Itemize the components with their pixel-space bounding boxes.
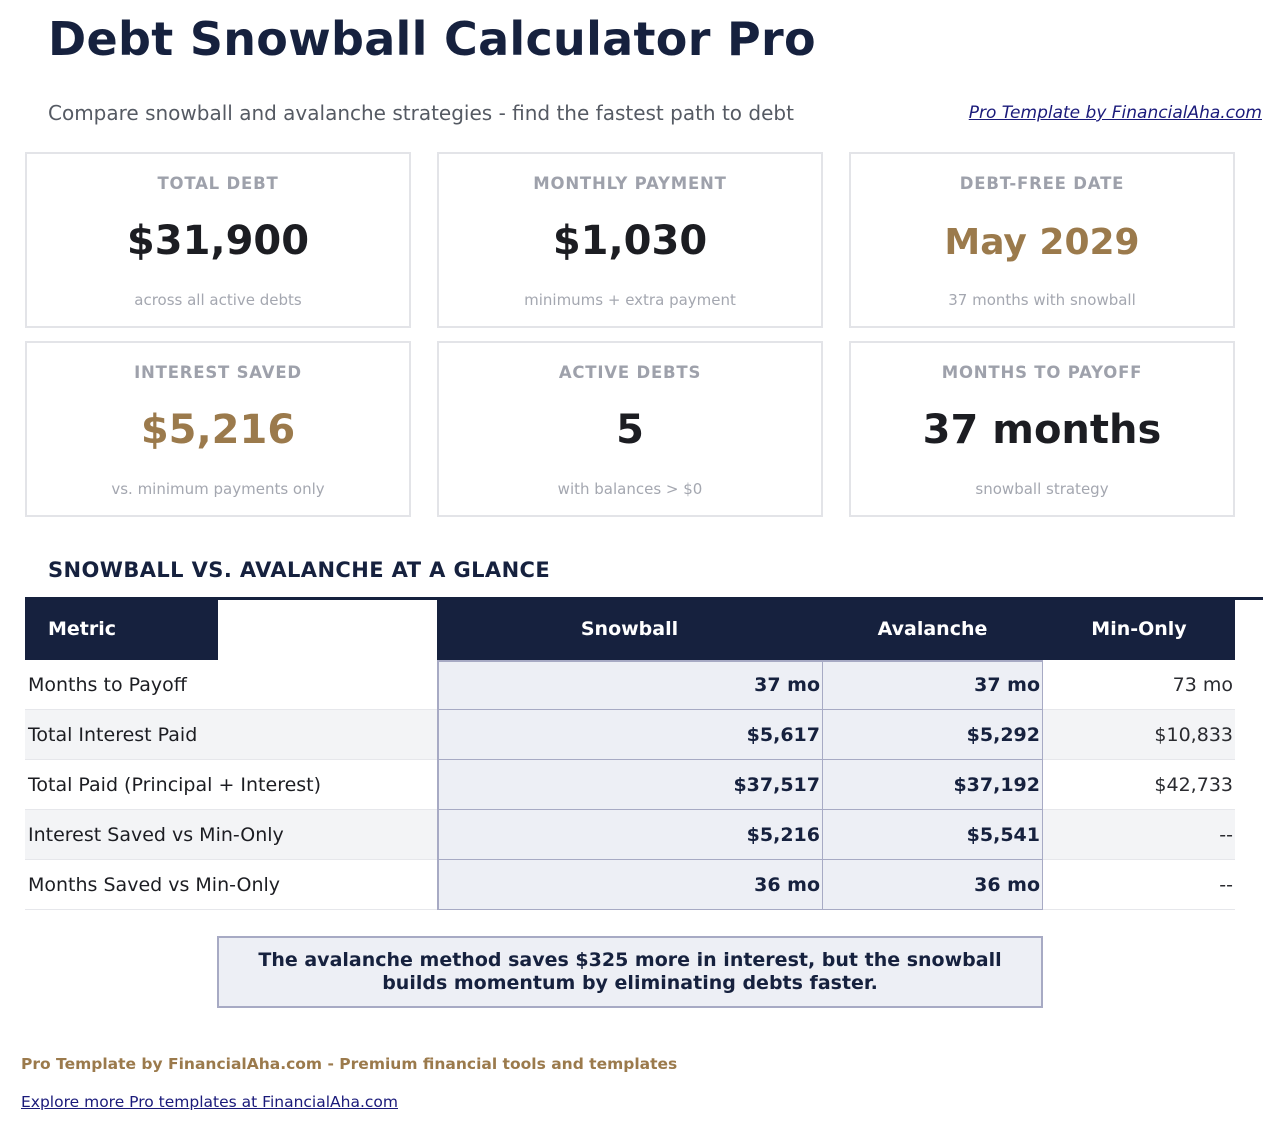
card-subtext: vs. minimum payments only [111,480,325,498]
avalanche-cell: $37,192 [822,760,1043,810]
snowball-cell: 37 mo [437,660,822,710]
card-label: TOTAL DEBT [157,174,279,193]
min-only-cell: -- [1219,824,1233,846]
table-row: Total Paid (Principal + Interest) $37,51… [25,760,1235,810]
card-value: $5,216 [140,407,296,453]
avalanche-cell: 36 mo [822,860,1043,910]
card-active-debts: ACTIVE DEBTS 5 with balances > $0 [437,341,823,517]
pro-template-link[interactable]: Pro Template by FinancialAha.com [968,103,1262,123]
min-only-cell: -- [1219,874,1233,896]
footer-brand: Pro Template by FinancialAha.com - Premi… [21,1055,678,1073]
snowball-cell: $5,617 [437,710,822,760]
footer-explore-link[interactable]: Explore more Pro templates at FinancialA… [21,1093,398,1111]
page-title: Debt Snowball Calculator Pro [48,12,816,66]
column-header-metric: Metric [25,597,218,660]
card-value: 37 months [922,407,1162,453]
metric-cell: Total Interest Paid [28,724,198,746]
card-label: MONTHS TO PAYOFF [941,363,1143,382]
min-only-cell: 73 mo [1172,674,1233,696]
column-header-snowball: Snowball [580,617,679,640]
column-header-avalanche: Avalanche [877,617,988,640]
strategy-callout: The avalanche method saves $325 more in … [217,936,1043,1008]
card-debt-free-date: DEBT-FREE DATE May 2029 37 months with s… [849,152,1235,328]
card-interest-saved: INTEREST SAVED $5,216 vs. minimum paymen… [25,341,411,517]
card-value: $1,030 [552,218,708,264]
snowball-cell: 36 mo [437,860,822,910]
card-subtext: snowball strategy [975,480,1109,498]
metric-cell: Months Saved vs Min-Only [28,874,281,896]
column-header-min-only: Min-Only [1091,617,1187,640]
card-subtext: with balances > $0 [557,480,703,498]
card-total-debt: TOTAL DEBT $31,900 across all active deb… [25,152,411,328]
card-value: 5 [616,407,644,453]
table-row: Interest Saved vs Min-Only $5,216 $5,541… [25,810,1235,860]
table-row: Total Interest Paid $5,617 $5,292 $10,83… [25,710,1235,760]
table-row: Months Saved vs Min-Only 36 mo 36 mo -- [25,860,1235,910]
card-value: May 2029 [944,222,1140,263]
section-title: SNOWBALL VS. AVALANCHE AT A GLANCE [48,558,551,582]
metric-cell: Total Paid (Principal + Interest) [28,774,322,796]
card-subtext: minimums + extra payment [524,291,736,309]
card-label: MONTHLY PAYMENT [533,174,727,193]
card-label: ACTIVE DEBTS [558,363,702,382]
card-label: DEBT-FREE DATE [959,174,1125,193]
snowball-cell: $5,216 [437,810,822,860]
highlight-top-border [437,660,1043,662]
card-months-to-payoff: MONTHS TO PAYOFF 37 months snowball stra… [849,341,1235,517]
snowball-cell: $37,517 [437,760,822,810]
table-header-row: Snowball Avalanche Min-Only [437,597,1235,660]
avalanche-cell: $5,292 [822,710,1043,760]
min-only-cell: $42,733 [1154,774,1233,796]
card-subtext: across all active debts [134,291,302,309]
table-row: Months to Payoff 37 mo 37 mo 73 mo [25,660,1235,710]
min-only-cell: $10,833 [1154,724,1233,746]
page-subtitle: Compare snowball and avalanche strategie… [48,101,794,125]
card-label: INTEREST SAVED [134,363,302,382]
avalanche-cell: $5,541 [822,810,1043,860]
card-monthly-payment: MONTHLY PAYMENT $1,030 minimums + extra … [437,152,823,328]
avalanche-cell: 37 mo [822,660,1043,710]
card-value: $31,900 [126,218,310,264]
metric-cell: Months to Payoff [28,674,187,696]
card-subtext: 37 months with snowball [948,291,1136,309]
metric-cell: Interest Saved vs Min-Only [28,824,284,846]
